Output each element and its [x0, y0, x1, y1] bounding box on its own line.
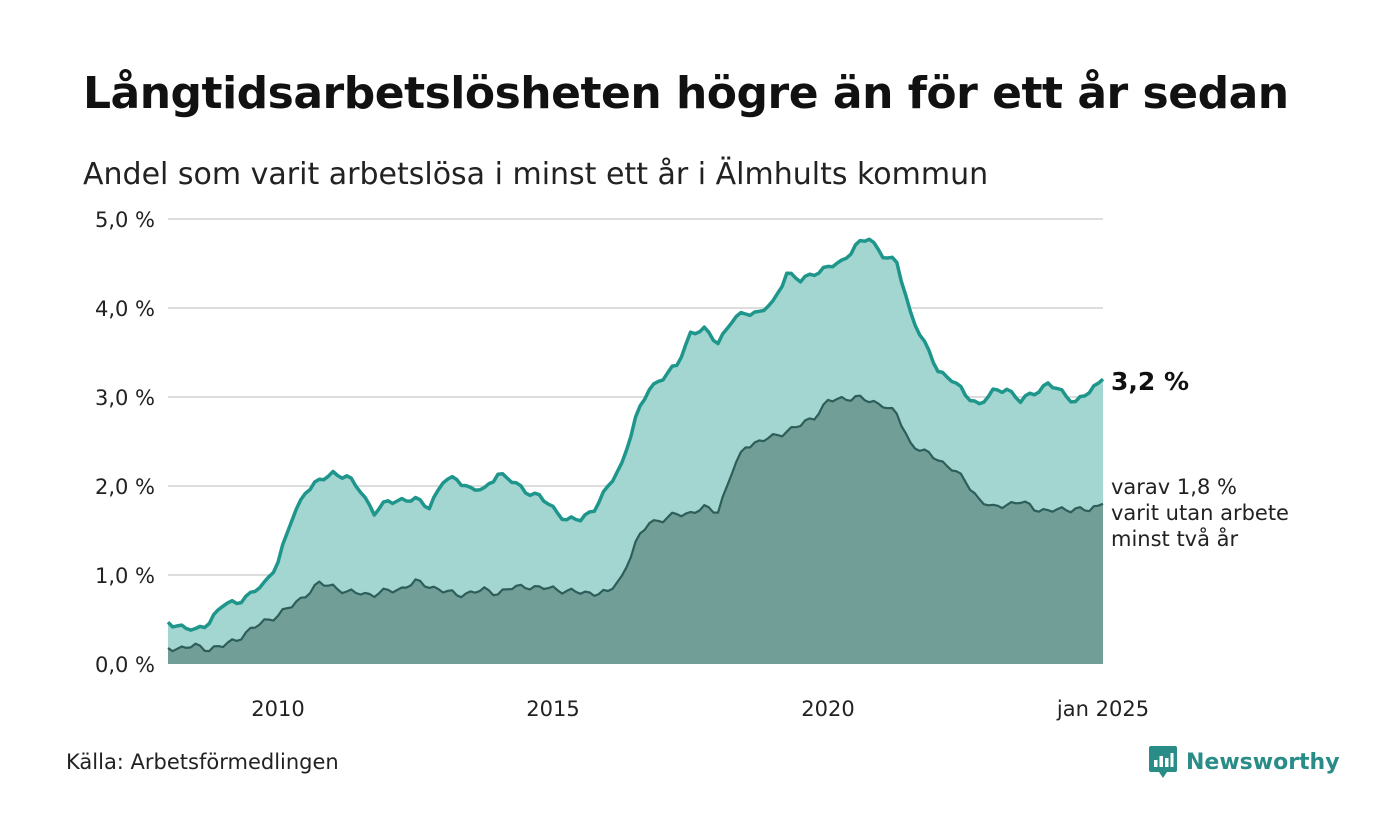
end-label-long-line-3: minst två år: [1111, 526, 1239, 551]
line-total-unemployed-1yr: [166, 237, 1105, 632]
y-tick-label: 0,0 %: [95, 653, 155, 677]
y-tick-label: 4,0 %: [95, 297, 155, 321]
area-unemployed-2yr: [168, 395, 1103, 664]
y-axis-ticks: 0,0 % 1,0 % 2,0 % 3,0 % 4,0 % 5,0 %: [95, 208, 155, 677]
chart-subtitle: Andel som varit arbetslösa i minst ett å…: [83, 157, 989, 192]
x-tick-label: jan 2025: [1056, 697, 1149, 721]
x-tick-label: 2015: [526, 697, 579, 721]
line-unemployed-2yr: [167, 394, 1104, 653]
newsworthy-icon: [1149, 746, 1177, 778]
x-axis-ticks: 2010 2015 2020 jan 2025: [251, 697, 1149, 721]
y-tick-label: 2,0 %: [95, 475, 155, 499]
end-label-long-line-2: varit utan arbete: [1111, 501, 1289, 525]
brand-logo: Newsworthy: [1148, 744, 1340, 780]
end-label-long-term: varav 1,8 % varit utan arbete minst två …: [1111, 475, 1296, 551]
brand-name: Newsworthy: [1186, 749, 1340, 775]
chart-title: Långtidsarbetslösheten högre än för ett …: [83, 68, 1289, 119]
y-tick-label: 5,0 %: [95, 208, 155, 232]
source-note: Källa: Arbetsförmedlingen: [66, 750, 339, 774]
x-tick-label: 2020: [801, 697, 854, 721]
y-tick-label: 3,0 %: [95, 386, 155, 410]
x-tick-label: 2010: [251, 697, 304, 721]
y-tick-label: 1,0 %: [95, 564, 155, 588]
end-label-total: 3,2 %: [1111, 367, 1189, 396]
end-label-long-line-1: varav 1,8 %: [1111, 475, 1237, 499]
chart-areas: [166, 237, 1105, 665]
